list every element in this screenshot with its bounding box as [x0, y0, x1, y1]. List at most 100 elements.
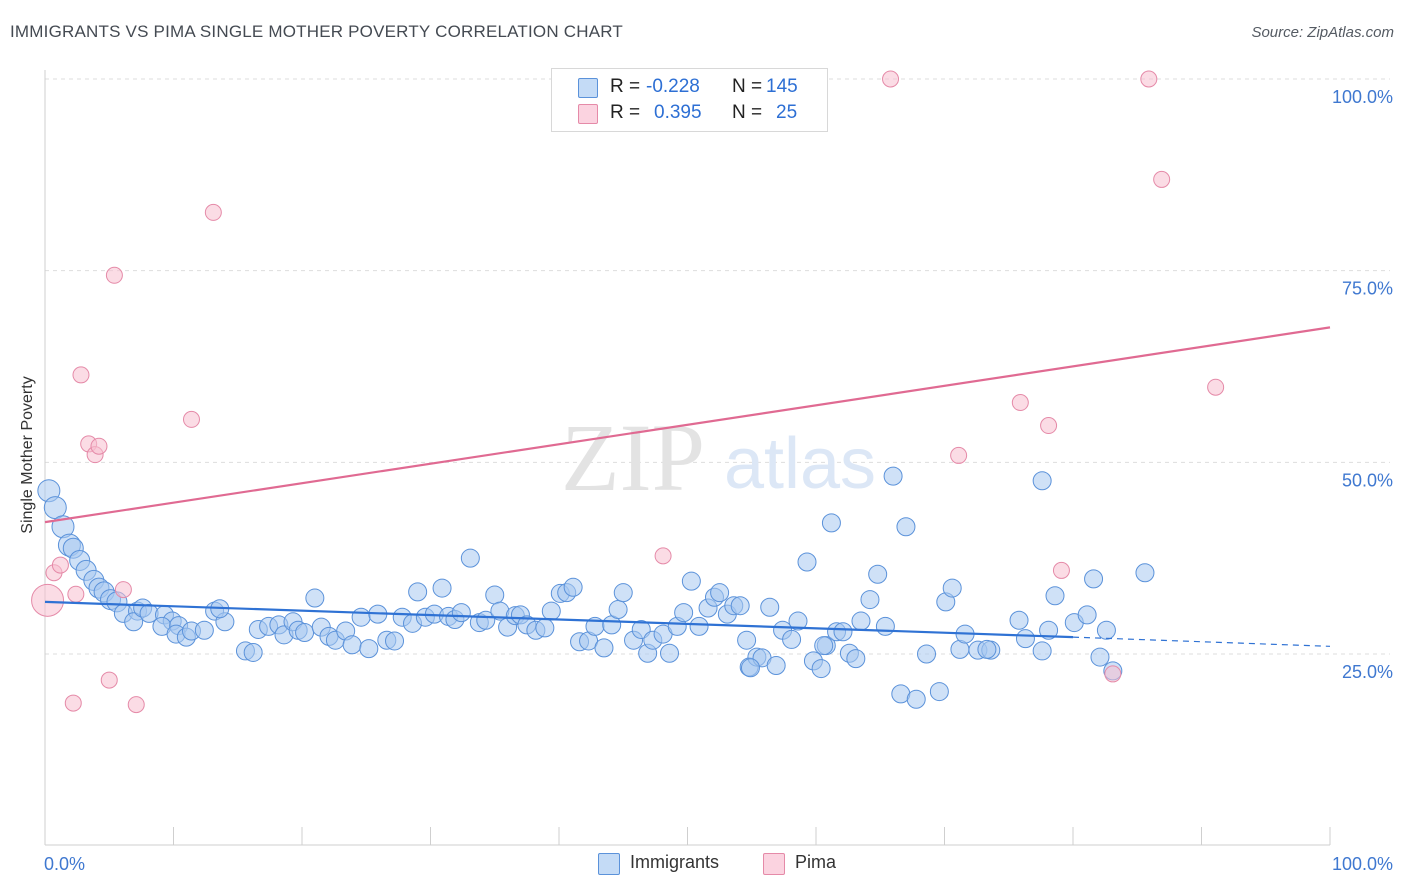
immigrants-point [929, 682, 949, 702]
immigrants-point [883, 466, 903, 486]
legend-box: R = -0.228 N = 145 R = 0.395 N = 25 [551, 68, 828, 132]
pima-point [1207, 378, 1225, 396]
immigrants-point [674, 603, 694, 623]
immigrants-swatch [578, 78, 598, 98]
pima-point [1052, 561, 1070, 579]
legend-r-label: R = [610, 102, 641, 123]
immigrants-point [295, 623, 315, 643]
immigrants-point [906, 689, 926, 709]
immigrants-point [485, 585, 505, 605]
immigrants-point [1090, 647, 1110, 667]
immigrants-point [1084, 569, 1104, 589]
immigrants-point [833, 622, 853, 642]
pima-point [1104, 665, 1122, 683]
immigrants-point [432, 578, 452, 598]
immigrants-point [385, 631, 405, 651]
watermark-atlas: atlas [724, 424, 876, 504]
legend-n-label: N = [732, 76, 763, 97]
pima-point [72, 366, 90, 384]
watermark: ZIP atlas [561, 404, 876, 511]
watermark-zip: ZIP [561, 404, 705, 511]
immigrants-point [860, 590, 880, 610]
legend-r-value: -0.228 [646, 76, 700, 97]
immigrants-point [875, 616, 895, 636]
pima-point [204, 203, 222, 221]
axes [44, 70, 1331, 846]
legend-n-value: 25 [776, 102, 798, 123]
immigrants-point [613, 583, 633, 603]
immigrants-point [681, 571, 701, 591]
immigrants-point [917, 644, 937, 664]
immigrants-point [760, 597, 780, 617]
immigrants-point [124, 612, 144, 632]
immigrants-point [1032, 641, 1052, 661]
immigrants-point [594, 638, 614, 658]
y-tick-label: 75.0% [1342, 279, 1393, 299]
immigrants-legend-swatch [598, 853, 620, 875]
immigrants-point [896, 517, 916, 537]
immigrants-point [868, 564, 888, 584]
pima-trend-line [44, 326, 1331, 524]
pima-point [950, 446, 968, 464]
x-tick-label: 100.0% [1332, 854, 1393, 874]
immigrants-point [1032, 471, 1052, 491]
pima-legend-swatch [763, 853, 785, 875]
immigrants-point [814, 636, 834, 656]
immigrants-point [737, 630, 757, 650]
immigrants-point [942, 578, 962, 598]
pima-point [64, 694, 82, 712]
immigrants-point [1009, 610, 1029, 630]
immigrants-point [788, 611, 808, 631]
pima-point [1011, 394, 1029, 412]
immigrants-point [194, 620, 214, 640]
legend-n-label: N = [732, 102, 763, 123]
immigrants-point [797, 552, 817, 572]
immigrants-point [1096, 620, 1116, 640]
x-tick-label: 0.0% [44, 854, 85, 874]
immigrants-point [541, 601, 561, 621]
immigrants-point [451, 603, 471, 623]
pima-point [182, 410, 200, 428]
immigrants-point [846, 649, 866, 669]
pima-point [1040, 417, 1058, 435]
immigrants-point [821, 513, 841, 533]
immigrants-point [563, 577, 583, 597]
immigrants-point [608, 600, 628, 620]
immigrants-point [342, 635, 362, 655]
immigrants-point [977, 639, 997, 659]
y-tick-label: 100.0% [1332, 87, 1393, 107]
immigrants-legend-label: Immigrants [630, 852, 720, 872]
pima-point [654, 547, 672, 565]
trend-lines [44, 326, 1331, 647]
pima-points [31, 70, 1225, 714]
immigrants-point [740, 658, 760, 678]
pima-point [882, 70, 900, 88]
pima-legend-label: Pima [795, 852, 837, 872]
immigrants-point [660, 643, 680, 663]
immigrants-points [37, 466, 1155, 709]
immigrants-point [1015, 629, 1035, 649]
pima-point [114, 581, 132, 599]
immigrants-point [1039, 620, 1059, 640]
immigrants-point [1135, 563, 1155, 583]
immigrants-point [1077, 605, 1097, 625]
pima-point [1153, 170, 1171, 188]
immigrants-point [710, 583, 730, 603]
immigrants-point [730, 596, 750, 616]
immigrants-point [305, 588, 325, 608]
immigrants-trend-line [44, 600, 1074, 639]
immigrants-point [689, 616, 709, 636]
pima-point [31, 583, 65, 617]
pima-point [67, 585, 85, 603]
immigrants-point [460, 548, 480, 568]
immigrants-point [243, 642, 263, 662]
y-tick-label: 25.0% [1342, 662, 1393, 682]
pima-point [1140, 70, 1158, 88]
immigrants-point [811, 659, 831, 679]
pima-point [100, 671, 118, 689]
pima-point [51, 556, 69, 574]
immigrants-point [351, 607, 371, 627]
immigrants-point [359, 639, 379, 659]
legend-n-value: 145 [766, 76, 798, 97]
